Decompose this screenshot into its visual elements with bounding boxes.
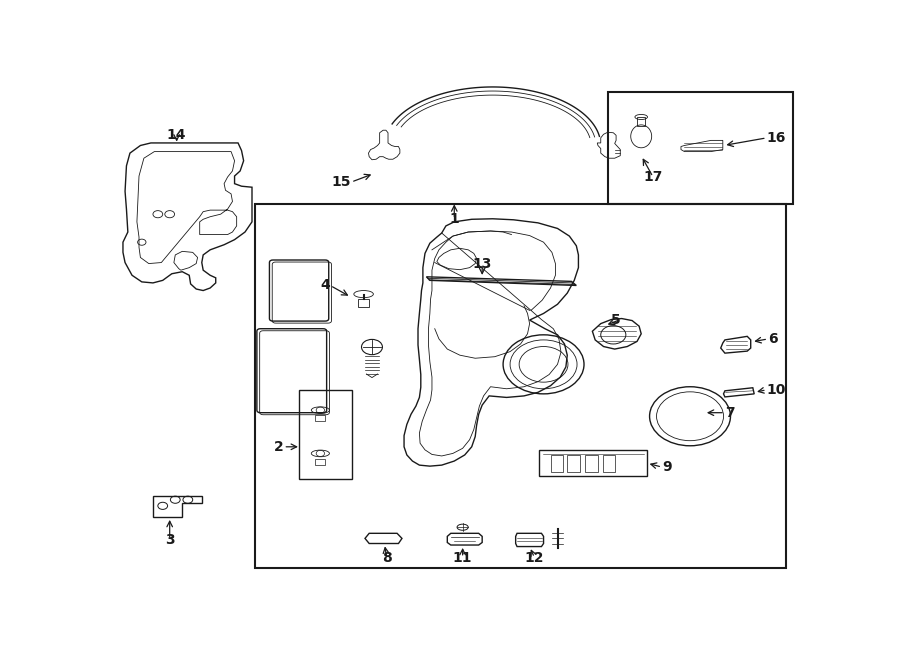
Text: 9: 9 — [662, 460, 671, 474]
Text: 8: 8 — [382, 551, 392, 564]
Bar — [585, 455, 598, 472]
Bar — [539, 450, 647, 477]
Bar — [316, 459, 325, 465]
Bar — [316, 415, 325, 421]
Text: 13: 13 — [472, 256, 492, 270]
Bar — [567, 455, 580, 472]
Text: 11: 11 — [453, 551, 472, 564]
Bar — [358, 299, 369, 307]
Text: 14: 14 — [166, 128, 186, 142]
Bar — [608, 92, 793, 204]
Text: 2: 2 — [274, 440, 284, 454]
Text: 15: 15 — [331, 175, 351, 189]
Text: 10: 10 — [767, 383, 786, 397]
Bar — [256, 204, 786, 568]
Text: 3: 3 — [165, 533, 175, 547]
Text: 12: 12 — [525, 551, 544, 564]
Text: 7: 7 — [724, 406, 734, 420]
Bar — [603, 455, 616, 472]
Text: 5: 5 — [610, 313, 620, 327]
Text: 17: 17 — [644, 170, 662, 184]
Bar — [300, 390, 352, 479]
Text: 4: 4 — [320, 278, 330, 292]
Text: 6: 6 — [768, 332, 778, 346]
Bar — [551, 455, 563, 472]
Bar — [637, 117, 645, 126]
Text: 16: 16 — [767, 131, 786, 145]
Text: 1: 1 — [449, 212, 459, 226]
